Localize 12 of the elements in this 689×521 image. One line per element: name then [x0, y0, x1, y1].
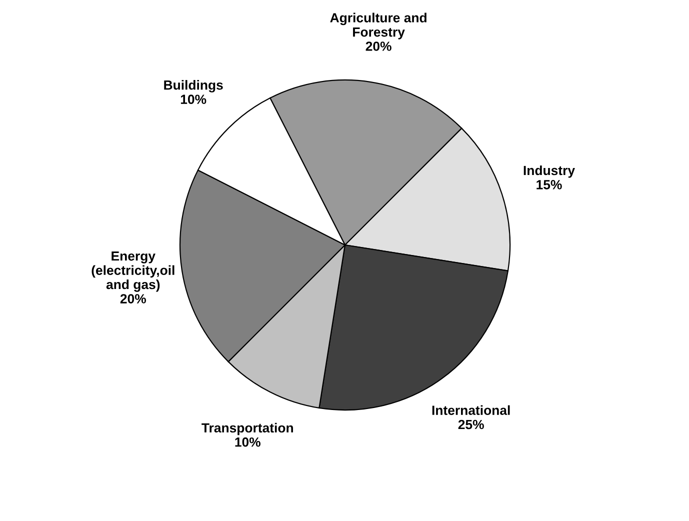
- slice-label: Energy (electricity,oil and gas): [92, 251, 174, 292]
- data-label: 20%: [120, 294, 146, 304]
- slice-label: Buildings: [164, 80, 223, 92]
- data-label: 25%: [458, 420, 484, 430]
- data-label: 10%: [235, 437, 260, 447]
- data-label: 20%: [366, 42, 392, 51]
- slice-label: Industry: [524, 165, 575, 178]
- slice-label: International: [432, 405, 510, 415]
- slice-label: Transportation: [202, 422, 293, 436]
- data-label: 10%: [180, 94, 206, 104]
- slice-label: Agriculture and Forestry: [330, 12, 426, 40]
- data-label: 15%: [536, 180, 562, 190]
